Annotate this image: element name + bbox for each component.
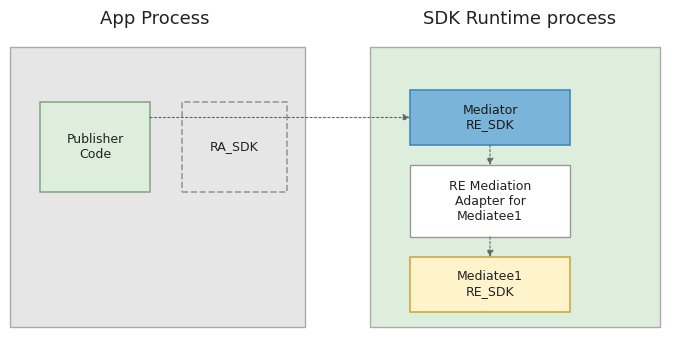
- Text: Mediatee1
RE_SDK: Mediatee1 RE_SDK: [457, 271, 523, 299]
- Bar: [40, 102, 150, 192]
- Bar: [182, 102, 287, 192]
- Text: SDK Runtime process: SDK Runtime process: [424, 10, 617, 28]
- Bar: [410, 165, 570, 237]
- Text: Publisher
Code: Publisher Code: [67, 133, 124, 161]
- Text: Mediator
RE_SDK: Mediator RE_SDK: [462, 103, 517, 131]
- Bar: [410, 257, 570, 312]
- Text: RA_SDK: RA_SDK: [210, 141, 259, 153]
- Bar: [370, 47, 660, 327]
- Bar: [10, 47, 305, 327]
- Bar: [410, 90, 570, 145]
- Text: App Process: App Process: [100, 10, 209, 28]
- Text: RE Mediation
Adapter for
Mediatee1: RE Mediation Adapter for Mediatee1: [449, 180, 531, 222]
